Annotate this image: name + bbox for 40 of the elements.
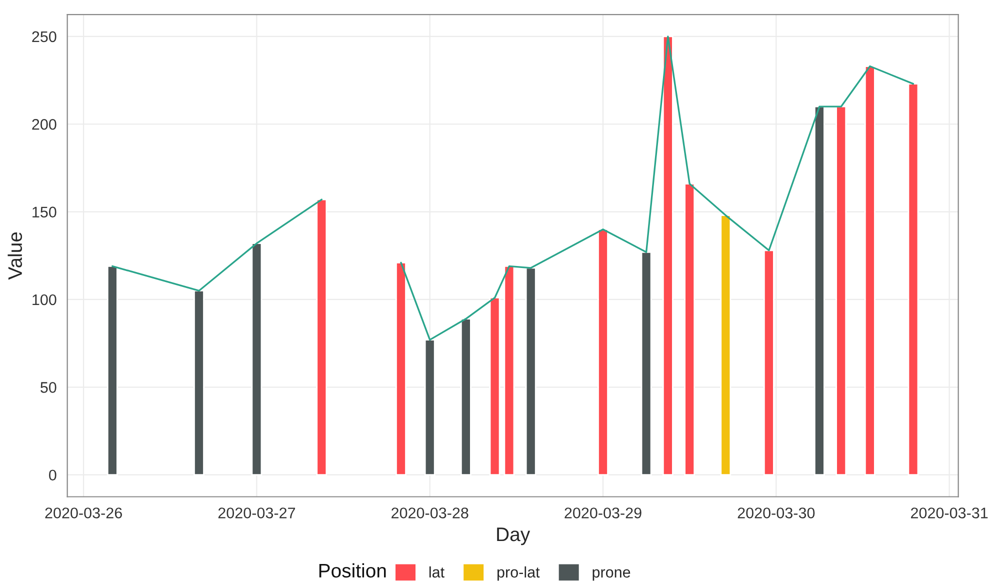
bar: [684, 183, 696, 476]
x-tick-label: 2020-03-30: [738, 508, 815, 518]
x-tick-label: 2020-03-26: [45, 508, 122, 518]
y-tick-label: 0: [49, 470, 56, 481]
bar: [836, 106, 847, 476]
bar: [396, 262, 406, 476]
x-axis-title: Day: [497, 528, 530, 546]
bar: [864, 66, 876, 476]
y-tick-label: 100: [32, 294, 56, 306]
bar: [720, 214, 732, 476]
bar: [598, 228, 608, 476]
bar: [504, 265, 515, 476]
bar: [525, 267, 536, 476]
bar: [763, 250, 774, 476]
bar: [194, 290, 204, 476]
y-tick-label: 50: [40, 382, 56, 393]
legend-label: prone: [592, 569, 630, 581]
legend-label: pro-lat: [497, 566, 540, 581]
bar: [106, 265, 118, 476]
bar: [908, 83, 919, 476]
bar: [814, 106, 825, 476]
legend-label: lat: [429, 566, 444, 578]
bar: [662, 36, 674, 476]
bar: [460, 318, 472, 476]
bar: [640, 251, 652, 476]
legend-title: Position: [319, 563, 386, 578]
y-tick-label: 250: [32, 31, 56, 42]
x-tick-label: 2020-03-27: [218, 508, 296, 518]
bar: [489, 297, 500, 476]
y-tick-label: 150: [32, 206, 56, 218]
y-axis-title: Value: [8, 232, 22, 280]
bar: [424, 339, 436, 476]
bar: [251, 242, 262, 476]
bar: [316, 198, 328, 476]
x-tick-label: 2020-03-28: [392, 508, 468, 518]
x-tick-label: 2020-03-31: [911, 508, 988, 518]
x-tick-label: 2020-03-29: [564, 508, 642, 518]
line-series: [400, 36, 914, 341]
y-tick-label: 200: [32, 118, 56, 130]
line-series: [112, 198, 322, 292]
